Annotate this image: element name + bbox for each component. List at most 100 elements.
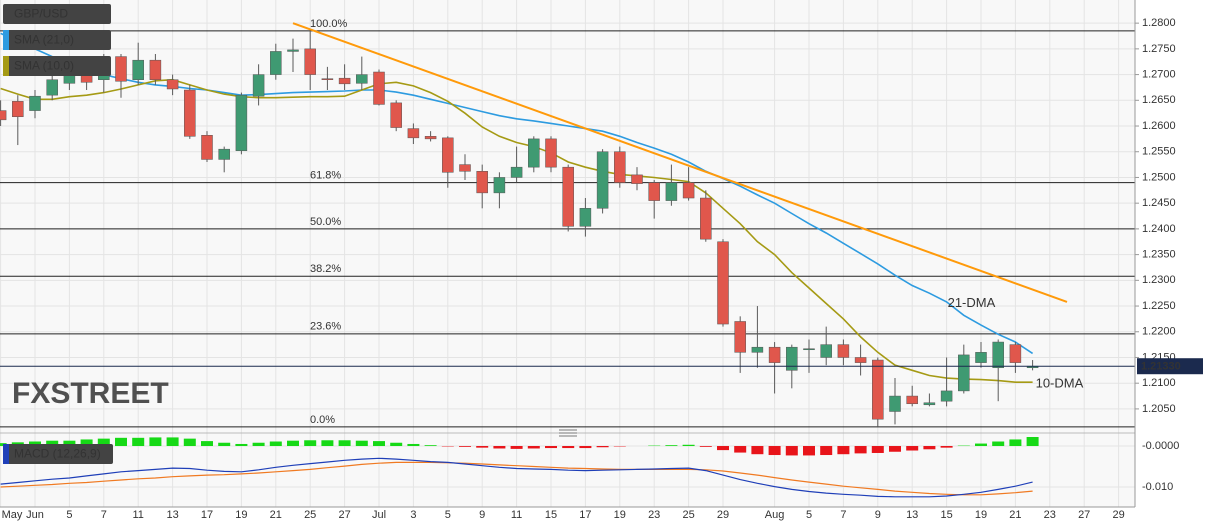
histogram-bar [751, 446, 764, 455]
histogram-bar [373, 441, 385, 447]
x-tick-label: 9 [875, 509, 881, 521]
y-tick-label: 1.2750 [1142, 43, 1176, 55]
histogram-bar [252, 442, 265, 447]
histogram-bar [407, 443, 420, 447]
candle-body [424, 136, 437, 140]
histogram-bar [545, 446, 557, 449]
histogram-bar [906, 446, 919, 451]
candle-body [906, 395, 918, 405]
last-price-box [1137, 358, 1203, 375]
candle-body [46, 79, 58, 96]
histogram-bar [166, 437, 179, 447]
histogram-bar [820, 446, 833, 456]
histogram-bar [871, 446, 884, 453]
candle-body [872, 359, 884, 420]
candle-body [287, 49, 299, 52]
y-tick-label: 1.2400 [1142, 223, 1176, 235]
x-tick-label: 19 [235, 509, 247, 521]
x-tick-label: 11 [511, 509, 522, 521]
x-tick-label: 15 [545, 509, 557, 521]
candle-body [992, 341, 1004, 369]
candle-body [700, 197, 712, 240]
candle-body [734, 321, 746, 353]
histogram-bar [29, 441, 41, 447]
macd-title: MACD (12,26,9) [14, 447, 101, 461]
fibonacci-label: 100.0% [310, 18, 348, 30]
candle-body [510, 166, 523, 178]
candle-body [631, 174, 643, 184]
histogram-bar [768, 446, 781, 456]
candle-body [854, 357, 867, 363]
trendline [292, 22, 1068, 303]
candle-body [820, 344, 832, 358]
histogram-bar [1026, 437, 1039, 447]
x-tick-label: 7 [840, 509, 846, 521]
watermark: FXSTREET [12, 377, 169, 410]
y-tick-label: 1.2300 [1142, 274, 1176, 286]
candle-body [252, 74, 265, 97]
candle-body [596, 151, 609, 209]
candle-body [166, 79, 179, 90]
x-tick-label: 25 [682, 509, 694, 521]
candle-body [923, 402, 936, 406]
histogram-bar [510, 446, 523, 449]
x-tick-label: 3 [410, 509, 416, 521]
candle-body [338, 77, 351, 85]
candle-body [201, 135, 213, 160]
series-annotation: 10-DMA [1036, 376, 1084, 391]
candle-body [459, 164, 471, 172]
legend-swatch [3, 56, 9, 76]
fibonacci-label: 61.8% [310, 170, 341, 182]
y-tick-label: 1.2550 [1142, 146, 1176, 158]
candle-body [975, 352, 987, 363]
x-tick-label: Aug [765, 509, 785, 521]
histogram-bar [854, 446, 867, 454]
histogram-bar [218, 442, 231, 447]
x-tick-label: 29 [717, 509, 729, 521]
legend-swatch [3, 444, 9, 464]
candle-body [751, 346, 764, 353]
candle-body [321, 78, 334, 80]
histogram-bar [665, 445, 678, 447]
candle-body [29, 95, 41, 111]
candle-body [717, 241, 729, 325]
fibonacci-label: 50.0% [310, 216, 341, 228]
x-tick-label: 7 [101, 509, 107, 521]
y-tick-label: 1.2200 [1142, 326, 1176, 338]
histogram-bar [682, 444, 695, 447]
histogram-bar [390, 442, 403, 447]
y-tick-label: -0.0000 [1142, 440, 1179, 452]
histogram-bar [287, 440, 299, 447]
y-tick-label: -0.010 [1142, 481, 1173, 493]
candle-body [390, 102, 402, 128]
y-tick-label: 1.2450 [1142, 197, 1176, 209]
candle-body [786, 346, 798, 371]
x-tick-label: 17 [579, 509, 591, 521]
x-tick-label: 9 [479, 509, 485, 521]
candle-body [614, 151, 626, 183]
x-tick-label: 15 [940, 509, 952, 521]
histogram-bar [321, 440, 334, 447]
histogram-bar [837, 446, 850, 455]
candle-body [356, 74, 368, 84]
legend-label: GBP/USD [14, 7, 68, 21]
x-tick-label: Jun [26, 509, 44, 521]
histogram-bar [149, 437, 162, 447]
fibonacci-label: 0.0% [310, 414, 335, 426]
histogram-bar [699, 446, 712, 447]
histogram-bar [338, 440, 351, 447]
x-tick-label: 11 [132, 509, 143, 521]
histogram-bar [424, 445, 437, 447]
x-tick-label: May [2, 509, 23, 521]
candle-body [132, 59, 144, 80]
y-tick-label: 1.2650 [1142, 94, 1176, 106]
candle-body [545, 138, 557, 168]
candle-body [940, 390, 953, 402]
histogram-bar [1009, 439, 1022, 447]
x-tick-label: 19 [975, 509, 987, 521]
x-tick-label: 29 [1112, 509, 1124, 521]
legend-box [3, 4, 111, 24]
candle-body [958, 354, 970, 392]
histogram-bar [734, 446, 747, 453]
